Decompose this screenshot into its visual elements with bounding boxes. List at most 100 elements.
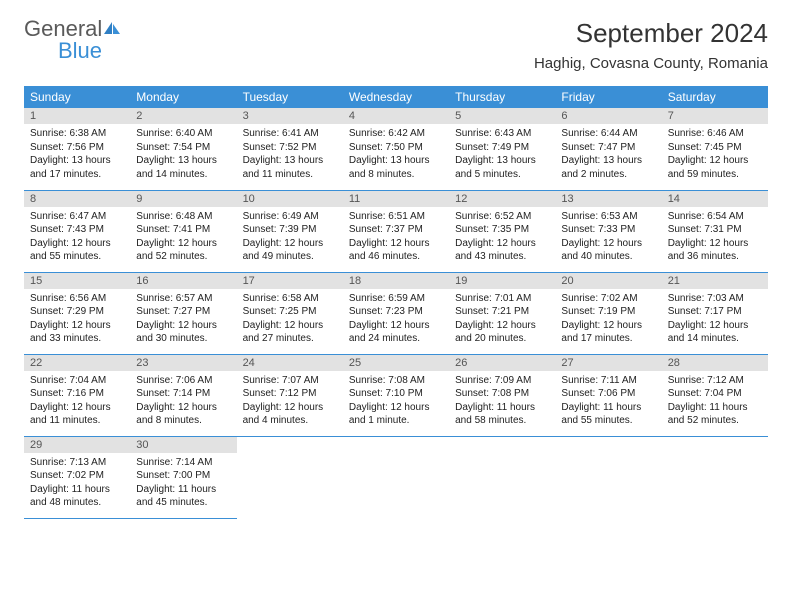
day-number: 23 [130,355,236,371]
calendar-cell: 28Sunrise: 7:12 AMSunset: 7:04 PMDayligh… [662,354,768,436]
sunset-line: Sunset: 7:39 PM [243,223,337,237]
sunset-line: Sunset: 7:02 PM [30,469,124,483]
sunset-line: Sunset: 7:25 PM [243,305,337,319]
calendar-body: 1Sunrise: 6:38 AMSunset: 7:56 PMDaylight… [24,108,768,518]
daylight-line: Daylight: 13 hours and 17 minutes. [30,154,124,181]
sunset-line: Sunset: 7:35 PM [455,223,549,237]
day-number: 6 [555,108,661,124]
page-title: September 2024 [534,18,768,49]
day-number: 8 [24,191,130,207]
calendar-cell: 30Sunrise: 7:14 AMSunset: 7:00 PMDayligh… [130,436,236,518]
daylight-line: Daylight: 12 hours and 49 minutes. [243,237,337,264]
sunrise-line: Sunrise: 7:04 AM [30,374,124,388]
sunset-line: Sunset: 7:17 PM [668,305,762,319]
day-number: 25 [343,355,449,371]
calendar-cell: 20Sunrise: 7:02 AMSunset: 7:19 PMDayligh… [555,272,661,354]
calendar-row: 15Sunrise: 6:56 AMSunset: 7:29 PMDayligh… [24,272,768,354]
sunrise-line: Sunrise: 7:03 AM [668,292,762,306]
calendar-cell-empty [343,436,449,518]
day-number: 26 [449,355,555,371]
day-number: 29 [24,437,130,453]
sunrise-line: Sunrise: 6:46 AM [668,127,762,141]
calendar-row: 1Sunrise: 6:38 AMSunset: 7:56 PMDaylight… [24,108,768,190]
calendar-cell-empty [237,436,343,518]
daylight-line: Daylight: 13 hours and 14 minutes. [136,154,230,181]
sunset-line: Sunset: 7:21 PM [455,305,549,319]
daylight-line: Daylight: 12 hours and 30 minutes. [136,319,230,346]
daylight-line: Daylight: 12 hours and 55 minutes. [30,237,124,264]
day-number: 13 [555,191,661,207]
calendar-cell: 26Sunrise: 7:09 AMSunset: 7:08 PMDayligh… [449,354,555,436]
sunset-line: Sunset: 7:45 PM [668,141,762,155]
sunset-line: Sunset: 7:50 PM [349,141,443,155]
sunrise-line: Sunrise: 7:11 AM [561,374,655,388]
day-number: 16 [130,273,236,289]
day-number: 1 [24,108,130,124]
calendar-cell: 1 Sunrise: 6:38 AMSunset: 7:56 PMDaylight… [24,108,130,190]
calendar-cell: 15Sunrise: 6:56 AMSunset: 7:29 PMDayligh… [24,272,130,354]
sunset-line: Sunset: 7:10 PM [349,387,443,401]
calendar-cell: 3Sunrise: 6:41 AMSunset: 7:52 PMDaylight… [237,108,343,190]
sunrise-line: Sunrise: 6:42 AM [349,127,443,141]
calendar-row: 22Sunrise: 7:04 AMSunset: 7:16 PMDayligh… [24,354,768,436]
daylight-line: Daylight: 12 hours and 46 minutes. [349,237,443,264]
sunrise-line: Sunrise: 6:58 AM [243,292,337,306]
calendar-cell: 29Sunrise: 7:13 AMSunset: 7:02 PMDayligh… [24,436,130,518]
sunrise-line: Sunrise: 6:38 AM [30,127,124,141]
daylight-line: Daylight: 11 hours and 45 minutes. [136,483,230,510]
logo-sail-icon [102,20,122,36]
sunset-line: Sunset: 7:41 PM [136,223,230,237]
sunrise-line: Sunrise: 6:52 AM [455,210,549,224]
day-number: 30 [130,437,236,453]
daylight-line: Daylight: 13 hours and 2 minutes. [561,154,655,181]
calendar-cell: 14Sunrise: 6:54 AMSunset: 7:31 PMDayligh… [662,190,768,272]
day-number: 2 [130,108,236,124]
sunrise-line: Sunrise: 7:01 AM [455,292,549,306]
calendar-cell: 12Sunrise: 6:52 AMSunset: 7:35 PMDayligh… [449,190,555,272]
sunrise-line: Sunrise: 7:02 AM [561,292,655,306]
calendar-cell: 6Sunrise: 6:44 AMSunset: 7:47 PMDaylight… [555,108,661,190]
weekday-header: Wednesday [343,86,449,108]
calendar-row: 29Sunrise: 7:13 AMSunset: 7:02 PMDayligh… [24,436,768,518]
day-number: 5 [449,108,555,124]
day-number: 20 [555,273,661,289]
daylight-line: Daylight: 12 hours and 40 minutes. [561,237,655,264]
daylight-line: Daylight: 11 hours and 55 minutes. [561,401,655,428]
calendar-cell: 18Sunrise: 6:59 AMSunset: 7:23 PMDayligh… [343,272,449,354]
day-number: 10 [237,191,343,207]
weekday-header: Tuesday [237,86,343,108]
sunset-line: Sunset: 7:00 PM [136,469,230,483]
sunset-line: Sunset: 7:33 PM [561,223,655,237]
daylight-line: Daylight: 12 hours and 4 minutes. [243,401,337,428]
daylight-line: Daylight: 12 hours and 11 minutes. [30,401,124,428]
sunset-line: Sunset: 7:23 PM [349,305,443,319]
sunset-line: Sunset: 7:54 PM [136,141,230,155]
day-number: 18 [343,273,449,289]
daylight-line: Daylight: 13 hours and 5 minutes. [455,154,549,181]
calendar-row: 8Sunrise: 6:47 AMSunset: 7:43 PMDaylight… [24,190,768,272]
calendar-cell: 8Sunrise: 6:47 AMSunset: 7:43 PMDaylight… [24,190,130,272]
calendar-table: SundayMondayTuesdayWednesdayThursdayFrid… [24,86,768,519]
calendar-cell: 27Sunrise: 7:11 AMSunset: 7:06 PMDayligh… [555,354,661,436]
sunset-line: Sunset: 7:08 PM [455,387,549,401]
daylight-line: Daylight: 11 hours and 58 minutes. [455,401,549,428]
sunset-line: Sunset: 7:56 PM [30,141,124,155]
calendar-cell-empty [555,436,661,518]
weekday-header: Monday [130,86,236,108]
logo-word-2: Blue [24,38,102,63]
day-number: 4 [343,108,449,124]
calendar-cell: 24Sunrise: 7:07 AMSunset: 7:12 PMDayligh… [237,354,343,436]
day-number: 7 [662,108,768,124]
day-number: 24 [237,355,343,371]
daylight-line: Daylight: 12 hours and 36 minutes. [668,237,762,264]
sunrise-line: Sunrise: 7:07 AM [243,374,337,388]
sunrise-line: Sunrise: 7:08 AM [349,374,443,388]
weekday-header: Saturday [662,86,768,108]
sunrise-line: Sunrise: 6:57 AM [136,292,230,306]
day-number: 9 [130,191,236,207]
daylight-line: Daylight: 12 hours and 24 minutes. [349,319,443,346]
calendar-cell: 22Sunrise: 7:04 AMSunset: 7:16 PMDayligh… [24,354,130,436]
logo: General Blue [24,18,122,62]
day-number: 28 [662,355,768,371]
calendar-cell: 21Sunrise: 7:03 AMSunset: 7:17 PMDayligh… [662,272,768,354]
